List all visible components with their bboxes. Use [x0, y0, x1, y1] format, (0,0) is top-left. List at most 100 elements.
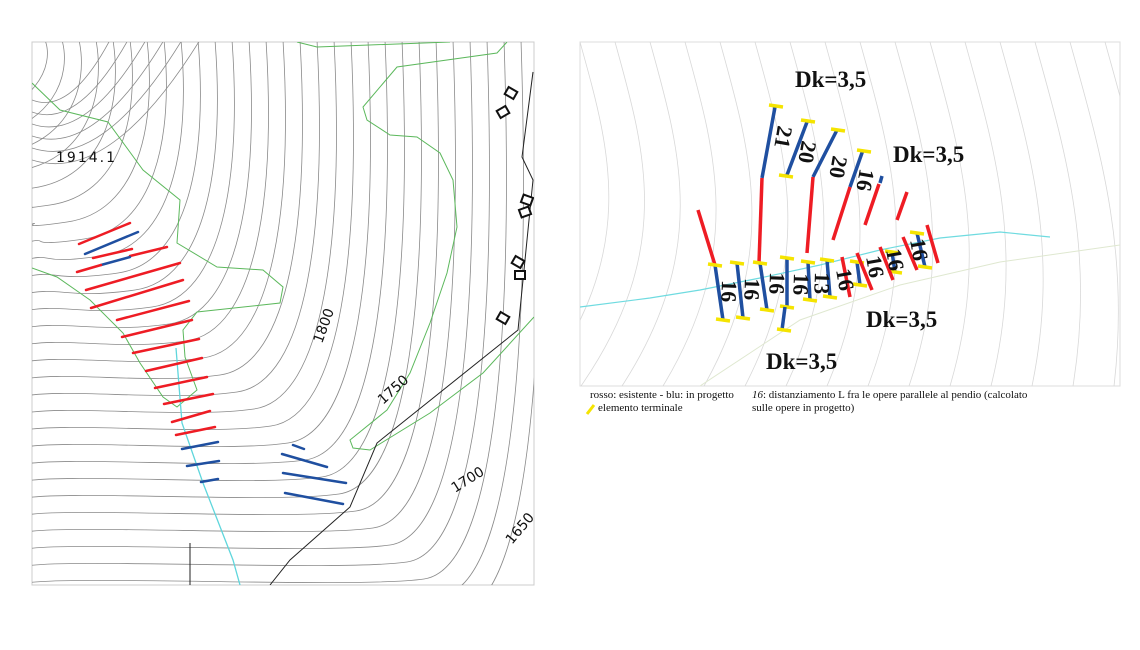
planned-barrier	[283, 491, 345, 506]
terminal-element	[800, 259, 816, 265]
planned-barrier	[281, 471, 348, 485]
planned-barrier	[99, 255, 132, 267]
planned-barrier	[780, 306, 787, 331]
contour-line	[621, 42, 681, 386]
spacing-label: 13	[809, 272, 835, 295]
existing-barrier	[863, 183, 881, 226]
planned-barrier	[735, 262, 745, 319]
stream	[175, 347, 241, 585]
existing-barrier	[131, 337, 201, 355]
contour-line	[32, 42, 99, 168]
contour-line	[32, 42, 164, 140]
terminal-element	[819, 257, 835, 263]
contour-line	[999, 42, 1044, 386]
building	[514, 270, 526, 280]
planned-barrier	[199, 477, 220, 484]
contour-line	[32, 42, 252, 328]
existing-barrier	[128, 245, 169, 258]
planned-barrier	[185, 459, 221, 468]
existing-barrier	[77, 221, 132, 246]
contour-line	[32, 42, 218, 294]
planned-barrier	[855, 261, 862, 286]
dk-label: Dk=3,5	[893, 142, 964, 167]
contour-line	[703, 42, 753, 386]
existing-barrier	[170, 409, 212, 424]
building	[519, 193, 534, 207]
contour-line	[744, 42, 789, 386]
existing-barrier	[925, 224, 940, 264]
terminal-element	[779, 304, 795, 310]
planned-barrier	[713, 264, 725, 321]
terminal-element	[715, 317, 731, 323]
spacing-label: 16	[788, 273, 814, 296]
planned-barrier	[825, 259, 832, 298]
planned-barrier	[180, 440, 220, 451]
terminal-legend-icon	[585, 404, 596, 415]
planned-barrier	[291, 443, 306, 451]
contour-line	[32, 42, 110, 103]
contour-line	[32, 42, 235, 311]
legend-spacing: 16: distanziamento L fra le opere parall…	[752, 389, 1027, 415]
terminal-element	[856, 148, 872, 154]
spacing-label: 21	[769, 124, 797, 150]
boundary-line	[699, 244, 1120, 386]
planned-barrier	[760, 106, 777, 179]
legend-terminal: elemento terminale	[598, 402, 683, 414]
building	[495, 104, 511, 120]
contour-line	[662, 42, 717, 386]
contour-line	[32, 42, 182, 152]
existing-barrier	[901, 236, 919, 271]
terminal-element	[759, 307, 775, 313]
planned-barrier	[811, 129, 839, 178]
planned-barrier	[785, 121, 809, 176]
existing-barrier	[91, 247, 134, 260]
contour-line	[32, 42, 48, 91]
existing-barrier	[895, 191, 909, 221]
boundary-line	[32, 82, 284, 408]
planned-barrier	[848, 149, 865, 188]
existing-barrier	[115, 299, 191, 322]
spacing-label: 16	[831, 267, 859, 293]
road	[269, 71, 534, 585]
terminal-element	[752, 260, 768, 266]
existing-barrier	[757, 177, 764, 264]
building	[503, 85, 519, 101]
terminal-element	[917, 264, 933, 270]
contour-line	[32, 42, 133, 208]
contour-line	[32, 42, 286, 363]
boundary-line	[349, 42, 534, 451]
existing-barrier	[75, 263, 103, 274]
contour-line	[580, 42, 610, 321]
legend-spacing-text: : distanziamento L fra le opere parallel…	[763, 389, 1028, 401]
spacing-label: 16	[851, 167, 879, 193]
contour-line	[32, 42, 439, 516]
planned-barrier	[878, 175, 884, 184]
existing-barrier	[831, 186, 852, 241]
contour-line	[32, 42, 405, 482]
existing-barrier	[84, 261, 182, 292]
contour-line	[32, 42, 65, 119]
terminal-element	[822, 294, 838, 300]
contour-line	[1069, 42, 1119, 386]
contour-line	[32, 42, 388, 465]
existing-barrier	[855, 252, 874, 291]
spacing-label: 16	[861, 254, 889, 280]
legend-spacing-example: 16	[752, 389, 763, 401]
contour-line	[32, 42, 371, 448]
contour-line	[894, 42, 934, 386]
terminal-element	[909, 230, 925, 236]
right-map-frame	[579, 41, 1121, 387]
terminal-element	[830, 127, 846, 133]
contour-line	[32, 42, 337, 413]
contour-line	[580, 42, 645, 386]
spacing-label: 16	[905, 237, 933, 263]
spacing-label: 16	[716, 280, 742, 303]
spacing-label: 16	[739, 278, 765, 301]
contour-line	[32, 42, 128, 116]
legend-color-line: rosso: esistente - blu: in progetto	[590, 389, 734, 401]
terminal-element	[776, 327, 792, 333]
terminal-element	[852, 282, 868, 288]
terminal-element	[802, 297, 818, 303]
contour-line	[1104, 42, 1120, 98]
